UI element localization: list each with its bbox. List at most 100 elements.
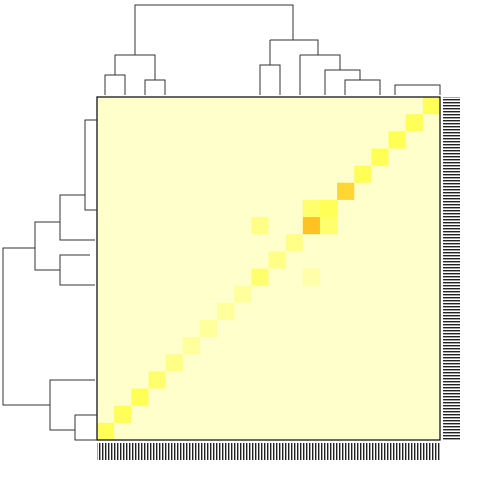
heatmap-cell xyxy=(354,114,372,132)
heatmap-cell xyxy=(234,97,252,115)
heatmap-cell xyxy=(371,131,389,149)
heatmap-cell xyxy=(165,199,184,218)
heatmap-cell xyxy=(422,251,441,269)
heatmap-cell xyxy=(131,199,149,218)
heatmap-cell xyxy=(319,319,338,338)
heatmap-cell xyxy=(165,285,184,304)
heatmap-cell xyxy=(217,148,235,166)
heatmap-cell xyxy=(388,302,406,321)
heatmap-cell xyxy=(268,337,286,355)
heatmap-cell xyxy=(131,268,149,286)
heatmap-cell xyxy=(388,199,406,218)
heatmap-cell xyxy=(337,371,355,389)
heatmap-cell xyxy=(148,319,166,338)
heatmap-cell xyxy=(182,268,201,286)
heatmap-cell xyxy=(371,405,389,424)
heatmap-cell xyxy=(354,182,372,201)
heatmap-cell xyxy=(405,114,424,132)
heatmap-cell xyxy=(182,199,201,218)
heatmap-cell xyxy=(388,234,406,252)
heatmap-cell xyxy=(131,234,149,252)
heatmap-cell xyxy=(234,268,252,286)
heatmap-cell xyxy=(354,97,372,115)
heatmap-cell xyxy=(285,251,304,269)
heatmap-cell xyxy=(268,268,286,286)
heatmap-cell xyxy=(354,371,372,389)
heatmap-cell xyxy=(148,337,166,355)
heatmap-cell xyxy=(422,199,441,218)
heatmap-cell xyxy=(337,114,355,132)
heatmap-cell xyxy=(302,422,321,441)
heatmap-cell xyxy=(268,148,286,166)
heatmap-cell xyxy=(234,285,252,304)
heatmap-cell xyxy=(251,302,269,321)
heatmap-cell xyxy=(234,114,252,132)
heatmap-cell xyxy=(182,388,201,406)
heatmap-cell xyxy=(319,268,338,286)
heatmap-cell xyxy=(199,319,218,338)
heatmap-cell xyxy=(319,251,338,269)
heatmap-cell xyxy=(97,131,115,149)
heatmap-cell xyxy=(354,302,372,321)
heatmap-cell xyxy=(148,97,166,115)
heatmap-cell xyxy=(405,217,424,235)
heatmap-cell xyxy=(354,131,372,149)
heatmap-cell xyxy=(165,319,184,338)
heatmap-cell xyxy=(371,199,389,218)
heatmap-cell xyxy=(131,182,149,201)
heatmap-cell xyxy=(371,148,389,166)
heatmap-cell xyxy=(199,251,218,269)
heatmap-cell xyxy=(217,199,235,218)
heatmap-cell xyxy=(131,337,149,355)
heatmap-cell xyxy=(337,337,355,355)
heatmap-cell xyxy=(405,405,424,424)
heatmap-cell xyxy=(234,354,252,372)
heatmap-cell xyxy=(165,97,184,115)
heatmap-cell xyxy=(302,199,321,218)
heatmap-cell xyxy=(405,302,424,321)
heatmap-cell xyxy=(234,217,252,235)
heatmap-cell xyxy=(165,251,184,269)
heatmap-cell xyxy=(199,388,218,406)
heatmap-cell xyxy=(165,165,184,184)
heatmap-cell xyxy=(354,319,372,338)
heatmap-cell xyxy=(337,285,355,304)
heatmap-cell xyxy=(165,148,184,166)
heatmap-cell xyxy=(182,405,201,424)
heatmap-cell xyxy=(251,148,269,166)
heatmap-cell xyxy=(234,371,252,389)
heatmap-cell xyxy=(199,268,218,286)
heatmap-cell xyxy=(114,165,132,184)
heatmap-cell xyxy=(148,388,166,406)
heatmap-cell xyxy=(251,165,269,184)
heatmap-cell xyxy=(234,148,252,166)
heatmap-cell xyxy=(319,302,338,321)
heatmap-cell xyxy=(388,337,406,355)
heatmap-cell xyxy=(371,302,389,321)
heatmap-cell xyxy=(302,97,321,115)
heatmap-cell xyxy=(97,422,115,441)
heatmap-cell xyxy=(199,131,218,149)
heatmap-cell xyxy=(371,268,389,286)
heatmap-cell xyxy=(182,337,201,355)
heatmap-cell xyxy=(131,165,149,184)
heatmap-cell xyxy=(165,337,184,355)
heatmap-cell xyxy=(354,251,372,269)
heatmap-cell xyxy=(148,285,166,304)
heatmap-cell xyxy=(114,422,132,441)
heatmap-cell xyxy=(285,337,304,355)
heatmap-cell xyxy=(199,97,218,115)
heatmap-cell xyxy=(405,97,424,115)
heatmap-cell xyxy=(422,97,441,115)
heatmap-cell xyxy=(234,405,252,424)
heatmap-cell xyxy=(422,388,441,406)
heatmap-cell xyxy=(182,114,201,132)
heatmap-cell xyxy=(337,182,355,201)
heatmap-cell xyxy=(354,234,372,252)
heatmap-cell xyxy=(199,337,218,355)
heatmap-cell xyxy=(148,302,166,321)
heatmap-cell xyxy=(97,319,115,338)
heatmap-cell xyxy=(354,285,372,304)
heatmap-cell xyxy=(182,97,201,115)
heatmap-cell xyxy=(217,114,235,132)
